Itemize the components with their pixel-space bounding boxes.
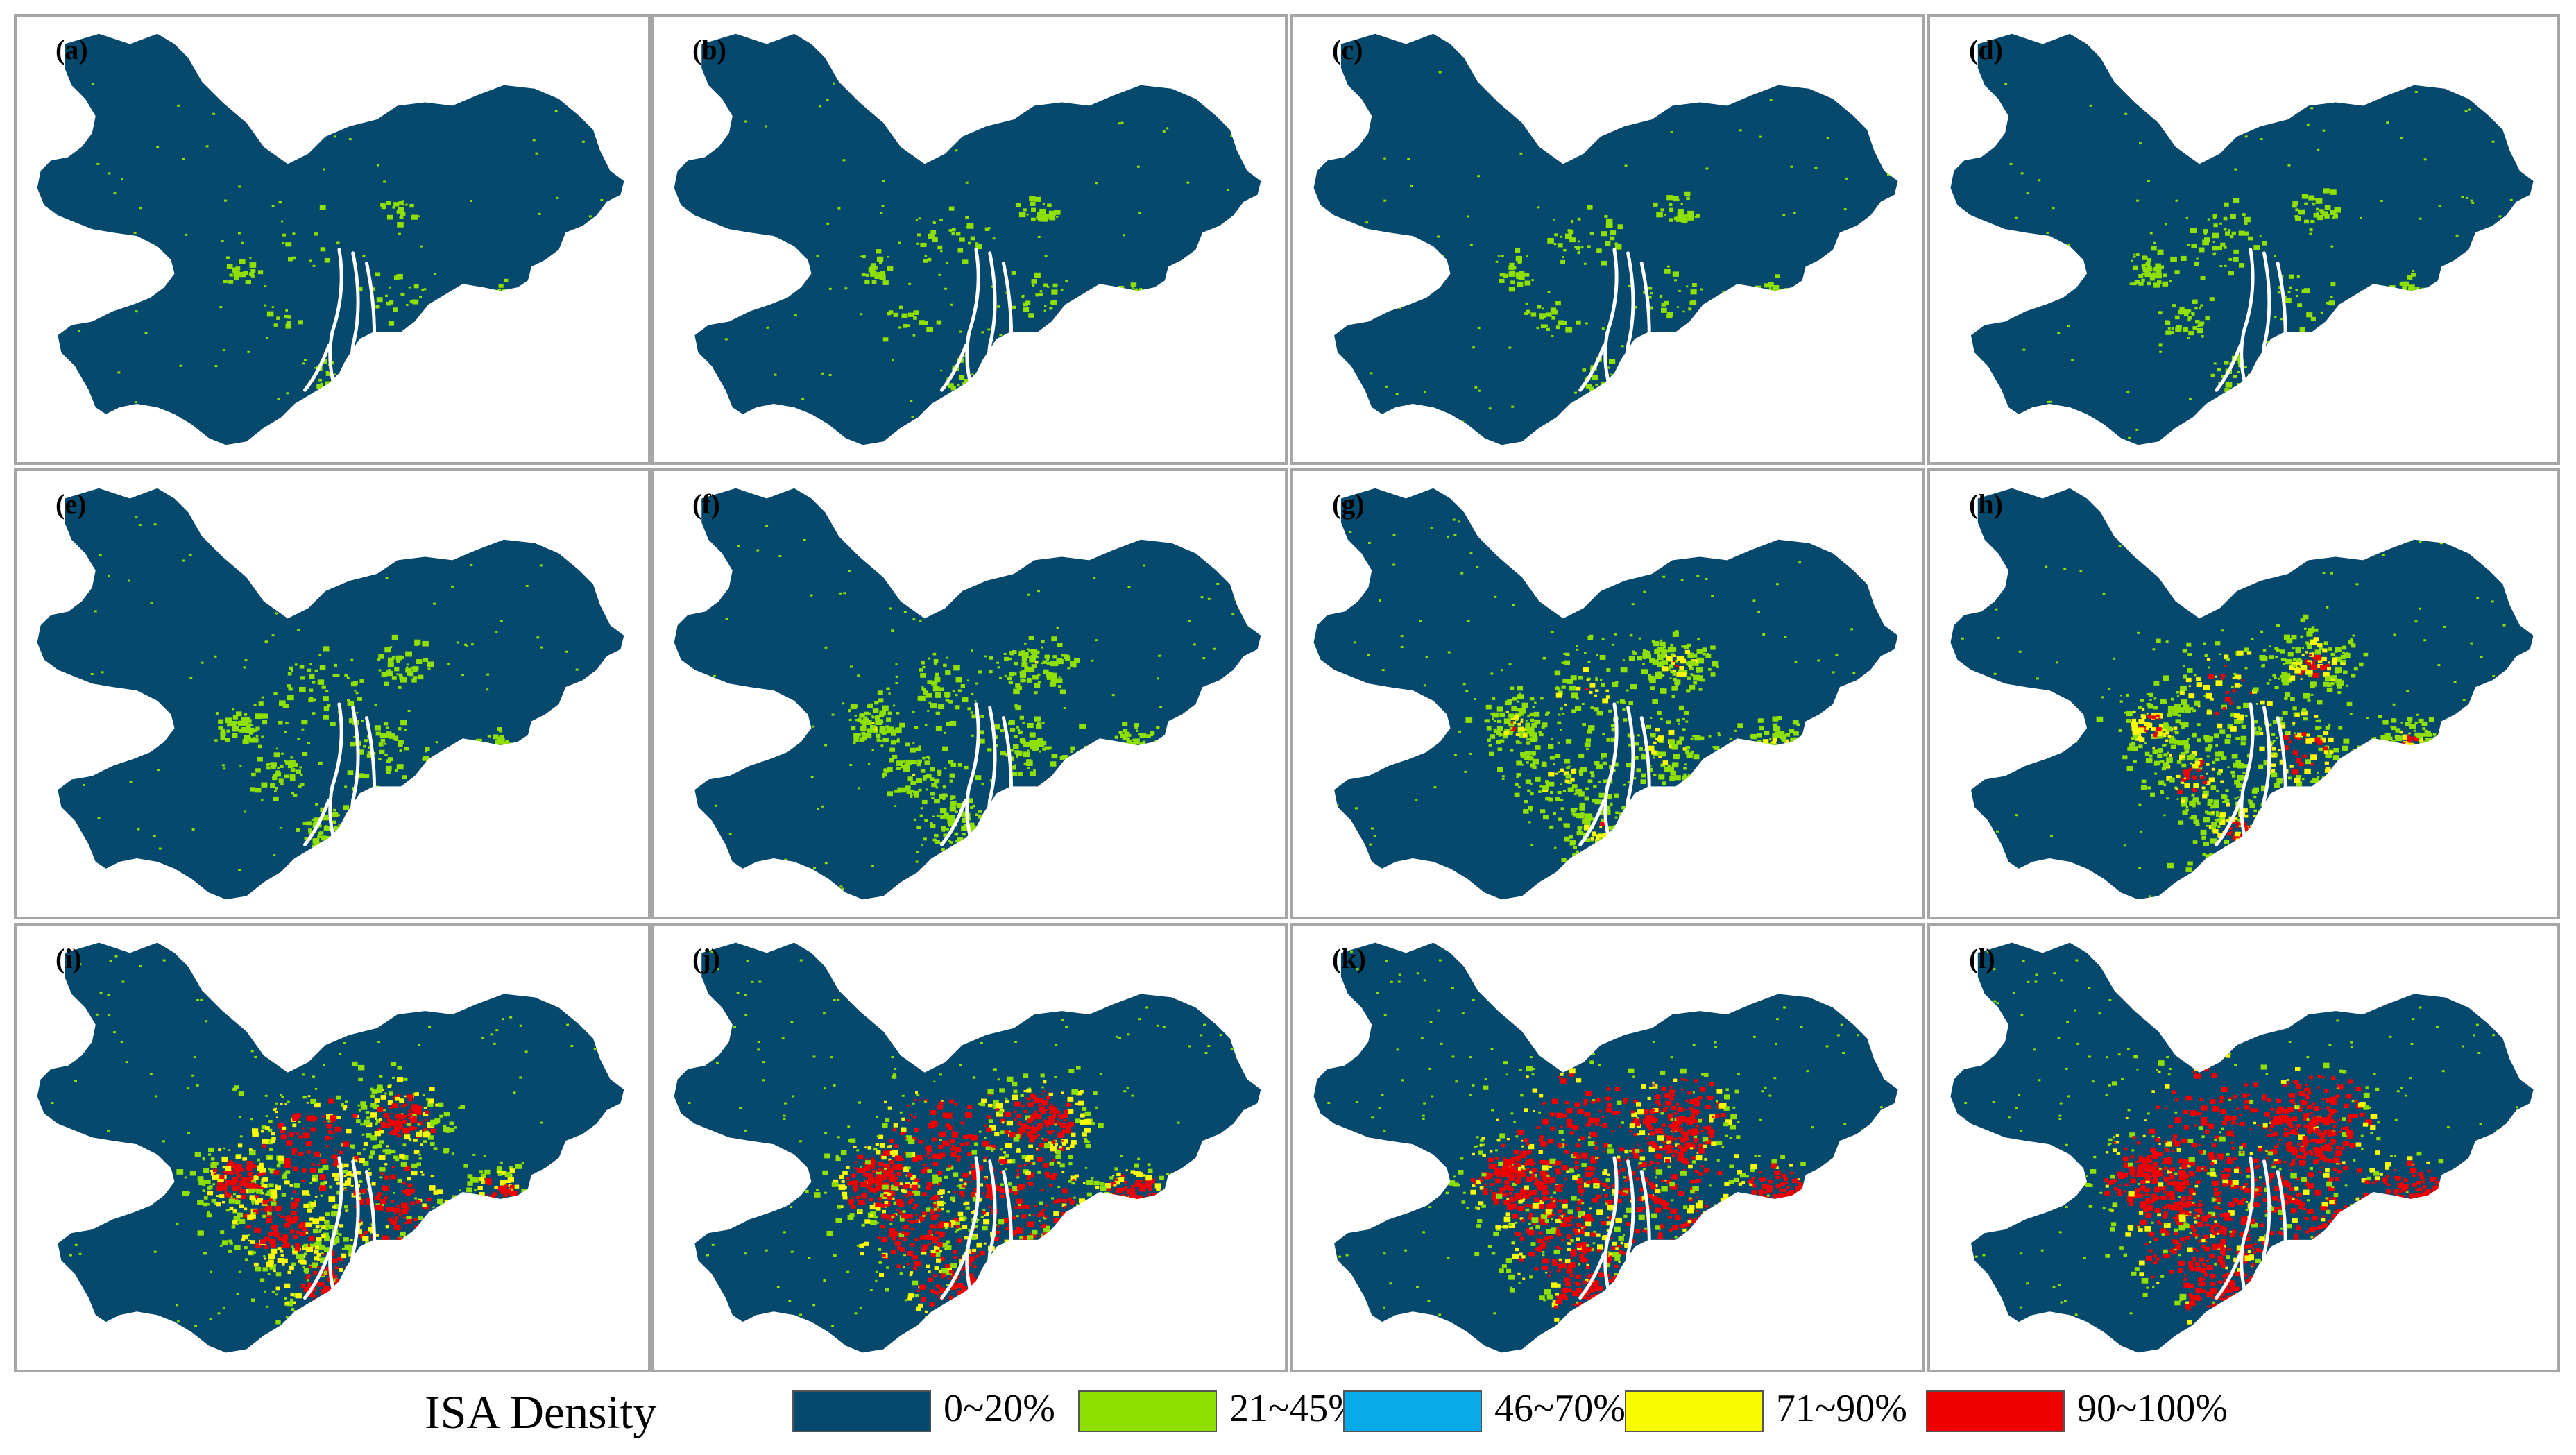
river-channels [2215,248,2287,402]
panel-label: (b) [692,34,726,65]
river-channels [302,1156,377,1310]
isa-density-map [37,942,624,1353]
map-panel: (k) [1290,923,1925,1372]
river-channels [302,248,377,402]
region-shape [37,488,624,900]
legend-label: 0~20% [944,1387,1055,1430]
legend-label: 46~70% [1494,1387,1626,1430]
map-panel: (a) [14,14,651,465]
map-panel: (d) [1927,14,2560,465]
legend-label: 21~45% [1229,1387,1360,1430]
isa-density-map [1950,488,2534,900]
legend: ISA Density 0~20% 21~45% 46~70% 71~90% 9… [0,1381,2576,1450]
panel-label: (c) [1332,34,1363,65]
region-shape [674,942,1261,1353]
region-shape [1950,488,2534,900]
isa-density-map [1313,488,1898,900]
urban-pixels [51,949,624,1353]
river-channels [939,1156,1014,1310]
map-panel: (h) [1927,468,2560,919]
panel-label: (l) [1969,943,1995,974]
panel-label: (g) [1332,488,1365,520]
legend-title: ISA Density [425,1386,657,1438]
isa-density-map [37,488,624,900]
legend-swatch [1625,1390,1764,1432]
legend-swatch [1078,1390,1217,1432]
panel-label: (d) [1969,34,2003,65]
river-channels [2215,1156,2287,1310]
region-shape [674,488,1261,900]
panel-label: (j) [692,943,720,974]
legend-swatch [1926,1390,2065,1432]
panel-label: (a) [56,34,88,65]
isa-density-map [1950,33,2534,445]
region-shape [1950,33,2534,445]
isa-density-map [1313,33,1898,445]
region-shape [37,942,624,1353]
river-channels [2215,702,2287,857]
isa-density-map [674,942,1261,1353]
river-channels [939,248,1014,402]
panel-label: (e) [56,488,87,520]
map-panel: (i) [14,923,651,1372]
region-shape [37,33,624,445]
region-shape [1313,488,1898,900]
map-panel: (b) [651,14,1288,465]
legend-swatch [1343,1390,1482,1432]
urban-pixels [1959,40,2524,444]
region-shape [1313,942,1898,1353]
panel-label: (i) [56,943,82,974]
isa-density-map [674,488,1261,900]
isa-density-map [1950,942,2534,1353]
isa-density-map [37,33,624,445]
river-channels [302,702,377,857]
map-panel: (g) [1290,468,1925,919]
legend-label: 90~100% [2077,1387,2228,1430]
map-panel: (e) [14,468,651,919]
region-shape [1313,33,1898,445]
legend-label: 71~90% [1776,1387,1907,1430]
panel-label: (h) [1969,488,2003,520]
panel-label: (k) [1332,943,1366,974]
map-panel: (j) [651,923,1288,1372]
isa-density-map [674,33,1261,445]
map-panel: (c) [1290,14,1925,465]
region-shape [674,33,1261,445]
isa-density-map [1313,942,1898,1353]
river-channels [1578,702,1651,857]
river-channels [1578,1156,1651,1310]
river-channels [1578,248,1651,402]
map-panel: (f) [651,468,1288,919]
legend-swatch [792,1390,931,1432]
river-channels [939,702,1014,857]
urban-pixels [1320,946,1897,1353]
panel-label: (f) [692,488,720,520]
map-panel: (l) [1927,923,2560,1372]
